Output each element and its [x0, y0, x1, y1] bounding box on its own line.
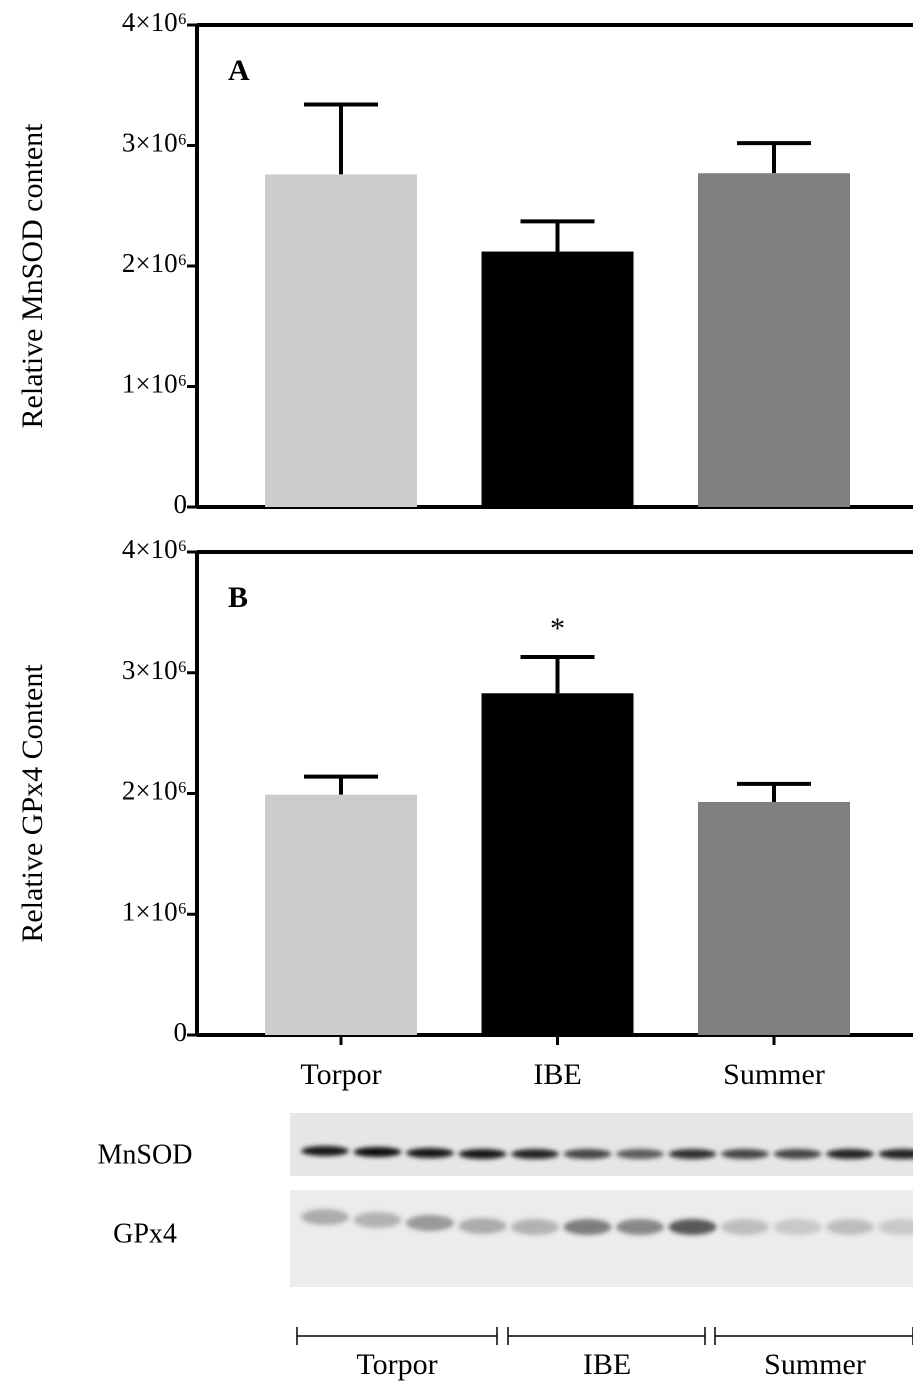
blot-panel	[290, 1190, 913, 1287]
blot-band	[774, 1219, 822, 1235]
blot-band	[826, 1219, 874, 1235]
panel-letter: A	[228, 54, 250, 87]
blot-row-label: MnSOD	[98, 1139, 193, 1170]
significance-marker: *	[550, 612, 565, 645]
bar	[698, 173, 850, 507]
y-tick-label: 2×10⁶	[122, 776, 187, 806]
y-tick-label: 2×10⁶	[122, 248, 187, 278]
y-axis-label: Relative GPx4 Content	[16, 664, 49, 943]
blot-band	[826, 1149, 874, 1159]
bar	[265, 174, 417, 507]
blot-panel	[290, 1113, 913, 1176]
blot-band	[616, 1149, 664, 1159]
blot-band	[616, 1219, 664, 1235]
blot-band	[511, 1219, 559, 1235]
blot-band	[669, 1219, 717, 1235]
x-tick-label: Torpor	[300, 1058, 381, 1091]
y-tick-label: 4×10⁶	[122, 7, 187, 37]
y-tick-label: 3×10⁶	[122, 655, 187, 685]
blot-band	[564, 1219, 612, 1235]
blot-row-label: GPx4	[113, 1218, 177, 1249]
blot-band	[721, 1219, 769, 1235]
bar	[698, 802, 850, 1035]
y-tick-label: 0	[174, 1017, 188, 1047]
y-tick-label: 0	[174, 489, 188, 519]
blot-band	[459, 1218, 507, 1234]
bar	[482, 252, 634, 507]
blot-group-label: Summer	[764, 1348, 866, 1381]
y-tick-label: 1×10⁶	[122, 369, 187, 399]
blot-band	[354, 1212, 402, 1228]
blot-band	[301, 1209, 349, 1225]
blot-group-label: IBE	[583, 1348, 631, 1381]
figure: MnSOD GPx4 0 1×10⁶ 2×10⁶ 3×10⁶ 4×10⁶ Relative…	[0, 0, 913, 1384]
blot-band	[511, 1149, 559, 1159]
blot-band	[354, 1147, 402, 1157]
blot-band	[774, 1149, 822, 1159]
y-tick-label: 4×10⁶	[122, 534, 187, 564]
y-tick-label: 1×10⁶	[122, 896, 187, 926]
bar	[482, 693, 634, 1035]
x-tick-label: IBE	[533, 1058, 581, 1091]
blot-band	[669, 1149, 717, 1159]
x-tick-label: Summer	[723, 1058, 825, 1091]
bar	[265, 795, 417, 1035]
y-axis-label: Relative MnSOD content	[16, 123, 49, 429]
blot-band	[564, 1149, 612, 1159]
blot-band	[406, 1215, 454, 1231]
blot-band	[406, 1148, 454, 1158]
blot-band	[721, 1149, 769, 1159]
blot-group-label: Torpor	[356, 1348, 437, 1381]
blot-band	[459, 1149, 507, 1159]
blot-band	[301, 1146, 349, 1156]
y-tick-label: 3×10⁶	[122, 128, 187, 158]
panel-letter: B	[228, 581, 248, 614]
